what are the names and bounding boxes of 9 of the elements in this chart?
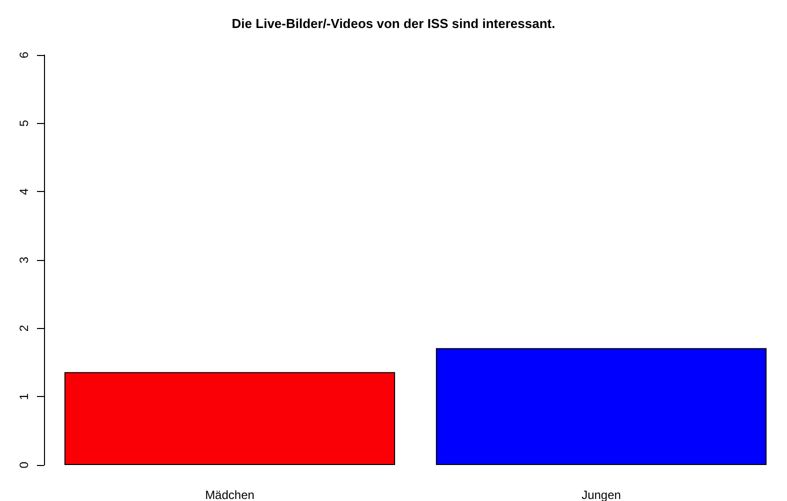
y-tick-label: 4 (17, 188, 31, 196)
y-tick-label: 6 (17, 51, 31, 58)
y-tick-label: 0 (17, 461, 31, 468)
y-tick-label: 2 (17, 324, 31, 332)
y-tick-label: 3 (17, 256, 31, 264)
y-tick-label: 1 (17, 393, 31, 400)
chart-title: Die Live-Bilder/-Videos von der ISS sind interessant. (232, 16, 556, 31)
y-tick-label: 5 (17, 120, 31, 127)
x-tick-label: Mädchen (205, 488, 254, 501)
